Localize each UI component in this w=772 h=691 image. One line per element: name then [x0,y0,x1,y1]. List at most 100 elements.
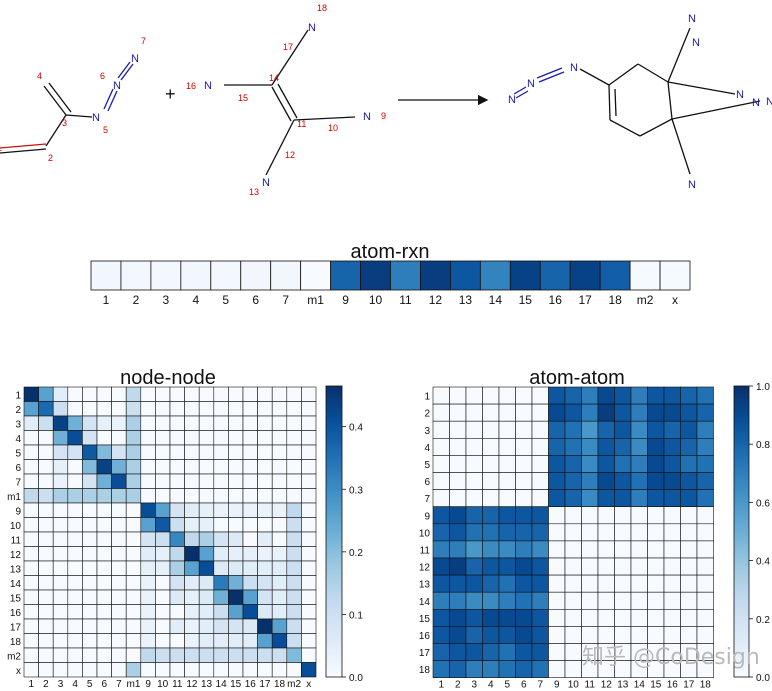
node-node-cell [82,662,98,678]
node-node-cell [184,618,200,634]
atom-atom-cell [581,420,599,439]
node-node-cell [67,386,83,402]
node-node-cell [140,604,156,620]
node-node-cell [52,604,69,620]
atom-atom-cell [663,437,681,456]
nitrogen-atom-label: N [92,112,100,124]
atom-rxn-cell [509,260,541,291]
node-node-cell [67,633,83,649]
node-node-cell [184,502,200,518]
node-node-cell [67,560,83,576]
node-node-cell [213,401,229,417]
node-node-cell [228,560,244,576]
atom-atom-cell [465,489,483,508]
node-node-cell [52,633,69,649]
atom-atom-cell [515,489,533,508]
node-node-cell [23,546,39,562]
atom-atom-cell [548,506,566,525]
node-node-cell [111,604,127,620]
atom-rxn-tick-label: m1 [307,293,324,307]
atom-atom-cell [663,506,681,525]
atom-atom-cell [597,608,615,627]
node-node-cell [184,401,200,417]
node-node-cell [38,662,54,678]
atom-atom-cell [432,626,450,644]
atom-rxn-tick-label: 12 [429,293,443,307]
atom-atom-cell [581,591,599,610]
node-node-cell [82,618,98,634]
node-node-cell [228,604,244,620]
node-node-cell [301,459,317,475]
node-node-cell [67,546,83,562]
node-node-cell [111,575,127,591]
node-node-cell [198,546,215,562]
atom-atom-cell [482,403,500,422]
atom-atom-cell [465,386,483,405]
atom-atom-cell [465,523,483,542]
atom-atom-cell [482,472,500,490]
watermark: 知乎 @CoDesign [582,645,760,670]
atom-rxn-cell [479,260,511,291]
atom-atom-ytick-label: 2 [424,409,430,420]
atom-atom-cell [696,591,714,610]
node-node-cell [96,386,112,402]
node-node-cell [213,517,229,533]
node-node-cell [111,386,127,402]
node-node-cell [67,662,83,678]
atom-atom-cell [696,437,714,456]
atom-atom-chart: atom-atom 112233445566779910101111121213… [419,367,770,691]
node-node-cell [286,517,302,533]
nitrogen-atom-label: N [113,80,121,92]
node-node-xtick-label: 14 [216,679,228,690]
atom-rxn-tick-label: x [672,293,678,307]
node-node-cell [301,575,317,591]
atom-rxn-tick-label: 2 [133,293,140,307]
node-node-cell [198,459,215,475]
node-node-cell [228,444,244,460]
node-node-cell [169,575,185,591]
node-node-cell [242,662,258,678]
node-node-cell [169,633,185,649]
node-node-cell [271,633,288,649]
atom-atom-cell [449,660,467,678]
atom-atom-cell [531,489,549,508]
atom-atom-cell [482,608,500,627]
node-node-cell [38,618,54,634]
atom-atom-xtick-label: 17 [683,680,695,691]
node-node-cell [213,430,229,446]
atom-atom-xtick-label: 1 [438,680,444,691]
node-node-cell [301,444,317,460]
atom-atom-cell [696,420,714,439]
atom-atom-cell [630,557,648,576]
node-node-cell [38,444,54,460]
atom-atom-cell [482,574,500,593]
atom-atom-cell [548,591,566,610]
node-node-xtick-label: 10 [157,679,169,690]
atom-atom-cell [548,472,566,490]
node-node-cell [52,560,69,576]
atom-atom-cell [647,489,665,508]
node-node-cell [111,444,127,460]
atom-atom-cell [680,557,698,576]
node-node-cell [125,488,142,504]
node-node-cell [257,560,273,576]
atom-atom-cell [614,608,632,627]
atom-atom-ytick-label: 11 [420,545,431,556]
atom-atom-cell [614,489,632,508]
node-node-cell [125,401,142,417]
node-node-cell [242,618,258,634]
node-node-cell [96,459,112,475]
node-node-cell [213,531,229,547]
atom-atom-colorbar-label: 1.0 [756,382,770,393]
atom-atom-xtick-label: 11 [585,680,596,691]
node-node-cell [184,430,200,446]
node-node-cell [155,502,171,518]
atom-atom-cell [696,472,714,490]
node-node-cell [155,604,171,620]
atom-atom-ytick-label: 16 [419,631,431,642]
node-node-cell [169,415,185,431]
atom-atom-cell [630,420,648,439]
atom-rxn-title: atom-rxn [351,241,430,263]
node-node-cell [257,386,273,402]
nitrogen-atom-label: N [688,179,696,191]
